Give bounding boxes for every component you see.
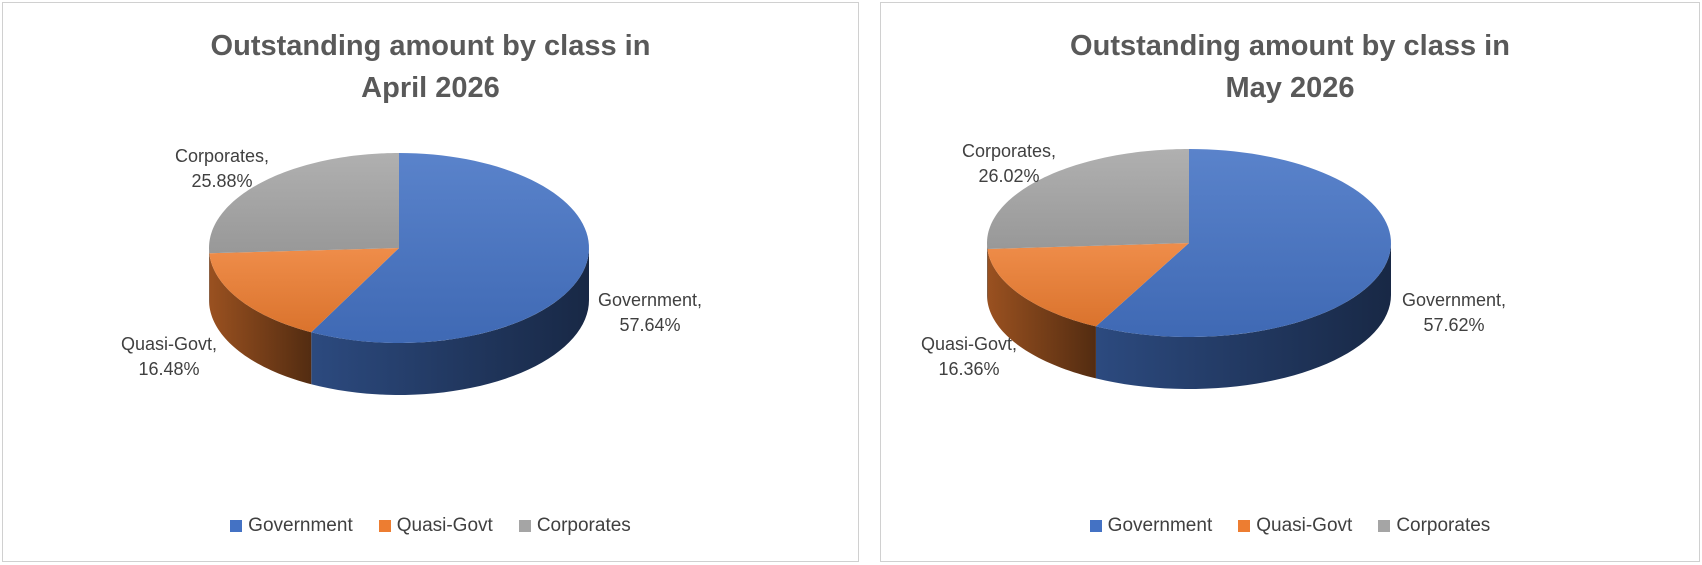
legend-item-government: Government — [1089, 515, 1213, 537]
legend-item-government: Government — [230, 515, 353, 537]
chart-panel-april: Outstanding amount by class in April 202… — [2, 2, 859, 562]
data-label-corporates: Corporates, 26.02% — [962, 141, 1056, 186]
data-label-government-name: Government, — [1402, 290, 1506, 310]
data-label-government-name: Government, — [598, 290, 702, 310]
legend-label-government: Government — [1107, 515, 1213, 536]
legend-item-quasi-govt: Quasi-Govt — [1238, 515, 1352, 537]
data-label-government: Government, 57.64% — [598, 290, 702, 335]
pie-slice-quasi-govt — [987, 243, 1189, 327]
legend-item-quasi-govt: Quasi-Govt — [378, 515, 493, 537]
data-label-corporates-value: 26.02% — [978, 166, 1039, 186]
legend-swatch-quasi-govt — [1238, 520, 1251, 532]
legend-swatch-corporates — [518, 520, 531, 532]
legend-swatch-corporates — [1378, 520, 1391, 532]
data-label-corporates: Corporates, 25.88% — [175, 146, 269, 191]
legend-item-corporates: Corporates — [1378, 515, 1490, 537]
chart-title-line-2: April 2026 — [361, 72, 500, 104]
pie-slice-corporates — [209, 153, 399, 254]
pie-slice-government — [1095, 149, 1391, 337]
legend: Government Quasi-Govt Corporates — [881, 515, 1699, 537]
data-label-government-value: 57.64% — [619, 315, 680, 335]
chart-title-line-2: May 2026 — [1225, 72, 1355, 104]
pie-slice-corporates — [987, 149, 1189, 250]
legend-label-corporates: Corporates — [536, 515, 631, 536]
chart-title: Outstanding amount by class in April 202… — [3, 25, 858, 109]
data-label-government: Government, 57.62% — [1402, 290, 1506, 335]
data-label-quasi-govt-value: 16.36% — [938, 359, 999, 379]
data-label-government-value: 57.62% — [1423, 315, 1484, 335]
legend-label-corporates: Corporates — [1396, 515, 1491, 536]
chart-title: Outstanding amount by class in May 2026 — [881, 25, 1699, 109]
legend-swatch-government — [230, 520, 243, 532]
legend-swatch-quasi-govt — [378, 520, 391, 532]
legend-swatch-government — [1089, 520, 1102, 532]
data-label-corporates-value: 25.88% — [191, 171, 252, 191]
pie-side-government — [311, 248, 589, 395]
data-label-quasi-govt: Quasi-Govt, 16.48% — [121, 334, 217, 379]
pie-chart: Government, 57.62% Quasi-Govt, 16.36% Corpor… — [921, 141, 1506, 389]
data-label-quasi-govt-name: Quasi-Govt, — [921, 334, 1017, 354]
data-label-corporates-name: Corporates, — [175, 146, 269, 166]
data-label-quasi-govt: Quasi-Govt, 16.36% — [921, 334, 1017, 379]
chart-panel-may: Outstanding amount by class in May 2026 … — [880, 2, 1700, 562]
legend-label-quasi-govt: Quasi-Govt — [1256, 515, 1353, 536]
pie-chart: Government, 57.64% Quasi-Govt, 16.48% Corpor… — [121, 146, 702, 395]
pie-side-quasi-govt — [209, 253, 312, 385]
pie-slice-government — [311, 153, 589, 343]
data-label-quasi-govt-value: 16.48% — [138, 359, 199, 379]
pie-slice-quasi-govt — [209, 248, 399, 333]
legend-label-government: Government — [248, 515, 353, 536]
pie-side-quasi-govt — [987, 249, 1096, 379]
chart-title-line-1: Outstanding amount by class in — [210, 30, 651, 62]
data-label-corporates-name: Corporates, — [962, 141, 1056, 161]
chart-title-line-1: Outstanding amount by class in — [1070, 30, 1510, 62]
pie-side-government — [1095, 243, 1391, 389]
legend-item-corporates: Corporates — [518, 515, 631, 537]
data-label-quasi-govt-name: Quasi-Govt, — [121, 334, 217, 354]
legend-label-quasi-govt: Quasi-Govt — [396, 515, 493, 536]
legend: Government Quasi-Govt Corporates — [3, 515, 858, 537]
